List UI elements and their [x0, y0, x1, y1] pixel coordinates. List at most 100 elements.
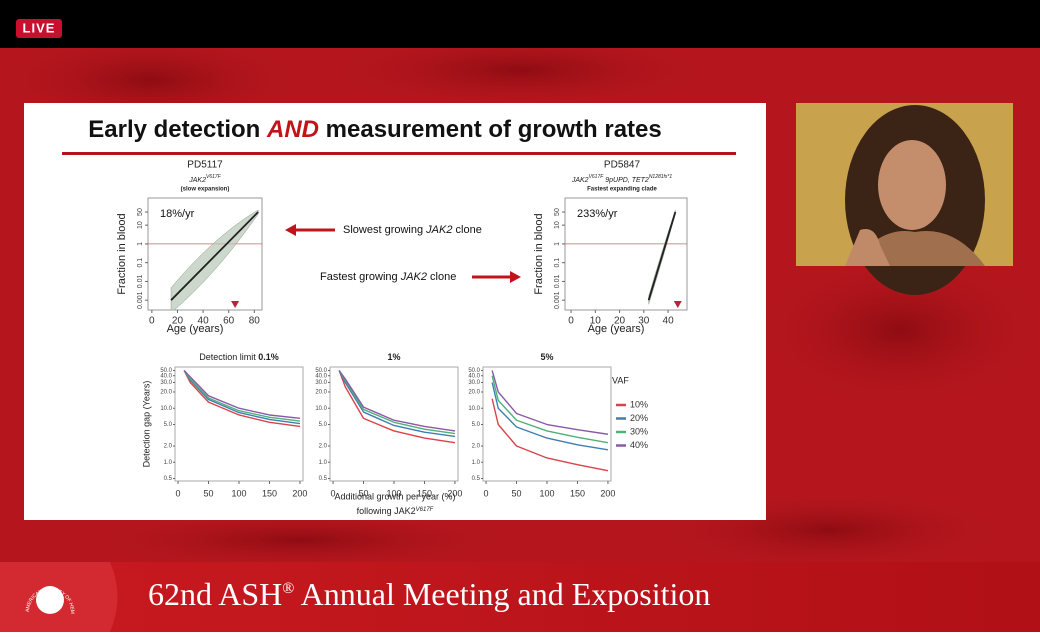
x-tick-label: 0 — [149, 316, 155, 327]
y-tick-label: 40.0 — [315, 373, 327, 379]
growth-rate: 18%/yr — [160, 208, 195, 220]
banner-text: 62nd ASH — [148, 576, 282, 612]
fit-line — [170, 211, 259, 301]
chart-sample: PD5847 — [604, 160, 641, 171]
y-axis-label: Fraction in blood — [533, 213, 545, 294]
y-tick-label: 10.0 — [315, 406, 327, 412]
x-tick-label: 100 — [386, 488, 401, 498]
arrow-fast — [472, 271, 521, 283]
x-axis-label: Age (years) — [588, 323, 645, 335]
y-tick-label: 0.5 — [472, 476, 481, 482]
y-tick-label: 0.1 — [554, 258, 561, 268]
gap-curve — [491, 375, 609, 444]
y-tick-label: 20.0 — [468, 390, 480, 396]
genotype-sup: V617F — [206, 174, 222, 180]
x-axis-label: Age (years) — [167, 323, 224, 335]
slide-title: Early detection AND measurement of growt… — [88, 116, 661, 143]
chart-note: Fastest expanding clade — [587, 187, 657, 193]
x-tick-label: 150 — [417, 488, 432, 498]
y-tick-label: 2.0 — [472, 444, 481, 450]
top-bar — [0, 0, 1040, 48]
legend-title: VAF — [612, 375, 629, 385]
x-tick-label: 200 — [600, 488, 615, 498]
x-tick-label: 20 — [172, 316, 184, 327]
legend-label: 40% — [630, 440, 648, 450]
arrow-slow — [285, 224, 335, 236]
genotype-sup: N1281fs*1 — [649, 174, 673, 180]
gap-curve — [338, 370, 456, 444]
y-tick-label: 10 — [554, 221, 561, 229]
arrow-text: Slowest growing — [343, 224, 426, 236]
y-tick-label: 10.0 — [468, 406, 480, 412]
genotype-sup: V617F — [589, 174, 605, 180]
fit-line — [647, 211, 677, 301]
y-tick-label: 1.0 — [472, 460, 481, 466]
gap-curve — [491, 370, 609, 435]
title-emphasis: AND — [266, 116, 319, 143]
y-tick-label: 0.01 — [554, 275, 561, 289]
x-axis-label-sup: V617F — [416, 507, 434, 513]
slide — [24, 103, 766, 520]
y-tick-label: 40.0 — [468, 373, 480, 379]
y-tick-label: 10 — [137, 221, 144, 229]
title-part: Early detection — [88, 116, 267, 143]
gap-curve — [183, 370, 301, 420]
y-tick-label: 2.0 — [164, 444, 173, 450]
y-tick-label: 50.0 — [468, 368, 480, 374]
banner-title: 62nd ASH® Annual Meeting and Exposition — [148, 576, 710, 612]
webcam — [796, 103, 1013, 295]
banner — [0, 562, 1040, 632]
panel-title: 5% — [540, 352, 553, 362]
y-tick-label: 40.0 — [160, 373, 172, 379]
diagnosis-marker — [231, 301, 240, 308]
y-tick-label: 5.0 — [472, 422, 481, 428]
x-tick-label: 200 — [292, 488, 307, 498]
x-tick-label: 100 — [539, 488, 554, 498]
arrow-gene: JAK2 — [425, 224, 452, 236]
y-tick-label: 0.5 — [164, 476, 173, 482]
y-tick-label: 1 — [554, 242, 561, 246]
x-tick-label: 40 — [663, 316, 675, 327]
gap-curve — [338, 370, 456, 438]
arrow-label: Fastest growing JAK2 clone — [320, 271, 456, 283]
x-axis-label: Additional growth per year (%) — [334, 491, 455, 501]
y-tick-label: 30.0 — [315, 380, 327, 386]
chart-note: (slow expansion) — [181, 187, 230, 193]
gap-curve — [183, 370, 301, 428]
x-tick-label: 50 — [204, 488, 214, 498]
y-axis-label: Detection gap (Years) — [141, 381, 151, 468]
x-tick-label: 50 — [512, 488, 522, 498]
chart-genotype: JAK2V617F — [188, 174, 221, 184]
title-underline — [62, 152, 736, 155]
y-tick-label: 10.0 — [160, 406, 172, 412]
panel-title-limit: 5% — [540, 352, 553, 362]
arrow-text: Fastest growing — [320, 271, 401, 283]
y-tick-label: 1.0 — [164, 460, 173, 466]
arrow-text: clone — [427, 271, 456, 283]
x-tick-label: 20 — [614, 316, 626, 327]
y-tick-label: 20.0 — [315, 390, 327, 396]
live-label: LIVE — [23, 20, 56, 35]
y-tick-label: 50 — [554, 208, 561, 216]
arrow-gene: JAK2 — [400, 271, 427, 283]
x-axis-label: following JAK2V617F — [357, 506, 434, 516]
y-tick-label: 50 — [137, 208, 144, 216]
genotype-part: JAK2 — [188, 177, 206, 184]
y-tick-label: 30.0 — [468, 380, 480, 386]
panel-title: Detection limit 0.1% — [199, 352, 279, 362]
title-part: measurement of growth rates — [319, 116, 662, 143]
y-tick-label: 1 — [137, 242, 144, 246]
live-badge — [16, 19, 62, 38]
y-tick-label: 5.0 — [319, 422, 328, 428]
y-tick-label: 0.001 — [554, 291, 561, 309]
arrow-text: clone — [452, 224, 481, 236]
logo — [36, 586, 64, 614]
legend-label: 20% — [630, 413, 648, 423]
x-tick-label: 80 — [249, 316, 261, 327]
x-tick-label: 150 — [262, 488, 277, 498]
x-tick-label: 100 — [231, 488, 246, 498]
chart-sample: PD5117 — [187, 160, 223, 171]
panel-title-limit: 1% — [387, 352, 400, 362]
